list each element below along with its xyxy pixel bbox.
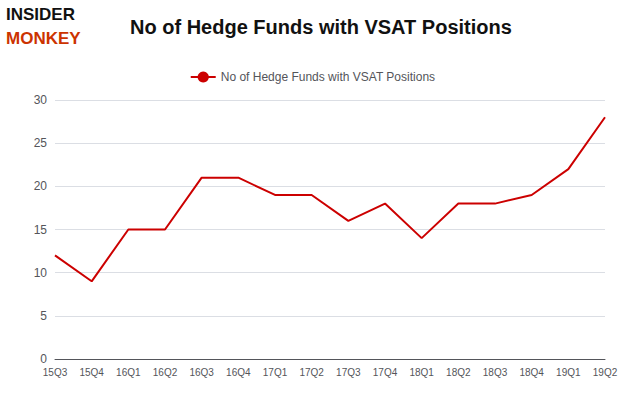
svg-text:16Q3: 16Q3 bbox=[189, 367, 214, 378]
svg-text:17Q3: 17Q3 bbox=[336, 367, 361, 378]
svg-text:16Q4: 16Q4 bbox=[226, 367, 251, 378]
svg-text:18Q3: 18Q3 bbox=[483, 367, 508, 378]
svg-text:5: 5 bbox=[40, 309, 47, 323]
svg-text:18Q2: 18Q2 bbox=[446, 367, 471, 378]
svg-text:No of Hedge Funds with VSAT Po: No of Hedge Funds with VSAT Positions bbox=[130, 16, 512, 38]
svg-text:20: 20 bbox=[34, 179, 48, 193]
svg-text:16Q1: 16Q1 bbox=[116, 367, 141, 378]
svg-text:0: 0 bbox=[40, 352, 47, 366]
svg-text:15Q3: 15Q3 bbox=[43, 367, 68, 378]
svg-text:MONKEY: MONKEY bbox=[6, 29, 81, 48]
svg-text:19Q2: 19Q2 bbox=[593, 367, 618, 378]
svg-text:18Q1: 18Q1 bbox=[409, 367, 434, 378]
svg-text:15: 15 bbox=[34, 223, 48, 237]
svg-text:16Q2: 16Q2 bbox=[153, 367, 178, 378]
svg-text:25: 25 bbox=[34, 136, 48, 150]
svg-text:No of Hedge Funds with VSAT Po: No of Hedge Funds with VSAT Positions bbox=[221, 70, 435, 84]
svg-text:19Q1: 19Q1 bbox=[556, 367, 581, 378]
svg-text:10: 10 bbox=[34, 266, 48, 280]
svg-text:18Q4: 18Q4 bbox=[519, 367, 544, 378]
svg-text:17Q2: 17Q2 bbox=[299, 367, 324, 378]
svg-text:INSIDER: INSIDER bbox=[6, 5, 75, 24]
svg-text:30: 30 bbox=[34, 93, 48, 107]
svg-text:15Q4: 15Q4 bbox=[79, 367, 104, 378]
svg-text:17Q4: 17Q4 bbox=[373, 367, 398, 378]
svg-text:17Q1: 17Q1 bbox=[263, 367, 288, 378]
